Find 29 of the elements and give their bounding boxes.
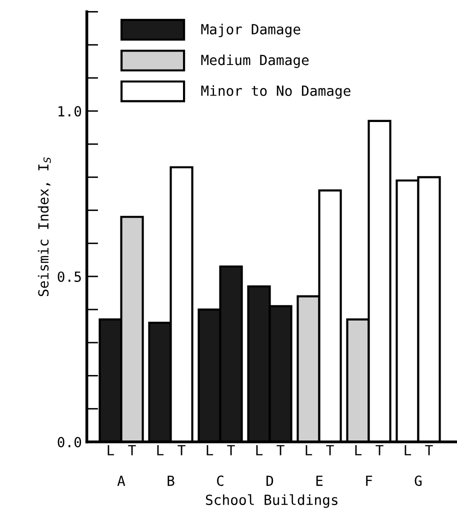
x-tick-label: L xyxy=(355,445,362,456)
x-tick-label: T xyxy=(326,445,334,456)
y-tick-label: 0.0 xyxy=(58,436,82,448)
text: E xyxy=(316,476,323,486)
x-tick-label: L xyxy=(157,445,164,456)
x-tick-label: T xyxy=(425,445,433,456)
x-tick-label: L xyxy=(404,445,412,456)
x-tick-label: T xyxy=(178,445,186,456)
text: D xyxy=(266,476,274,486)
x-tick-label: L xyxy=(306,445,312,456)
x-axis-title: School Buildings xyxy=(206,494,338,508)
legend-label: Medium Damage xyxy=(201,54,309,68)
legend-label: Major Damage xyxy=(201,24,300,38)
x-tick-label: L xyxy=(206,445,214,456)
y-tick-label: 1.0 xyxy=(58,106,82,117)
y-tick-label: 0.5 xyxy=(58,271,81,282)
text: A xyxy=(117,476,126,486)
text: F xyxy=(366,476,372,486)
legend-label: Minor to No Damage xyxy=(201,85,350,99)
text: G xyxy=(414,476,422,486)
x-tick-label: L xyxy=(256,445,263,456)
y-axis-title: Seismic Index, I$_{S}$ xyxy=(38,157,51,296)
x-tick-label: T xyxy=(276,445,284,456)
x-tick-label: L xyxy=(108,445,114,456)
x-tick-label: T xyxy=(128,445,136,456)
text: C xyxy=(217,476,224,486)
text: B xyxy=(168,476,174,486)
x-tick-label: T xyxy=(227,445,235,456)
x-tick-label: T xyxy=(376,445,384,456)
